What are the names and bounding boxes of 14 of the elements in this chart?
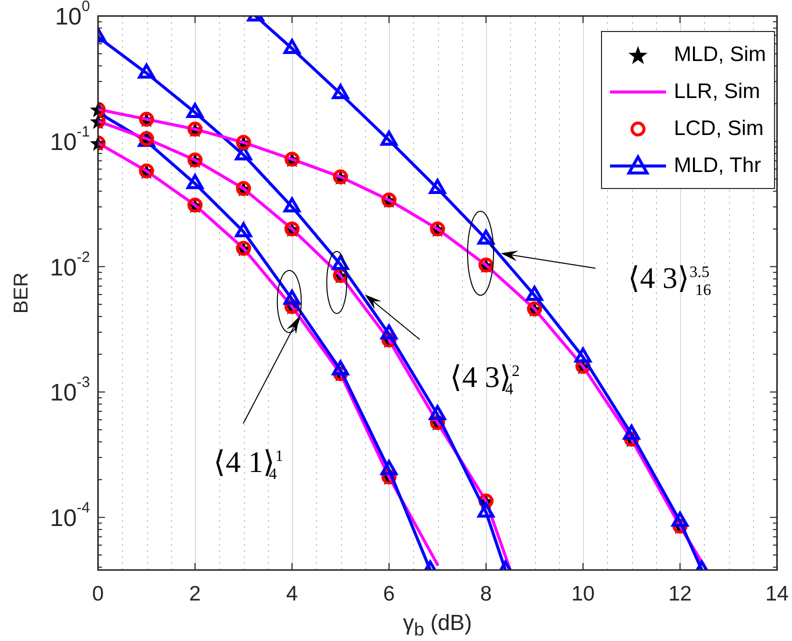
legend-label: MLD, Sim — [674, 42, 766, 66]
legend-label: LLR, Sim — [674, 80, 760, 104]
legend-label: LCD, Sim — [674, 116, 764, 140]
x-tick-label: 6 — [383, 582, 395, 606]
x-tick-label: 10 — [571, 582, 595, 606]
x-tick-label: 2 — [189, 582, 201, 606]
x-tick-label: 0 — [92, 582, 104, 606]
x-axis-title: γ$_{b}$ (dB) — [403, 610, 472, 640]
x-tick-label: 8 — [480, 582, 492, 606]
y-axis-title: BER — [10, 272, 34, 314]
x-tick-label: 14 — [765, 582, 789, 606]
legend-label: MLD, Thr — [674, 154, 761, 178]
x-tick-label: 12 — [668, 582, 692, 606]
x-tick-label: 4 — [286, 582, 298, 606]
